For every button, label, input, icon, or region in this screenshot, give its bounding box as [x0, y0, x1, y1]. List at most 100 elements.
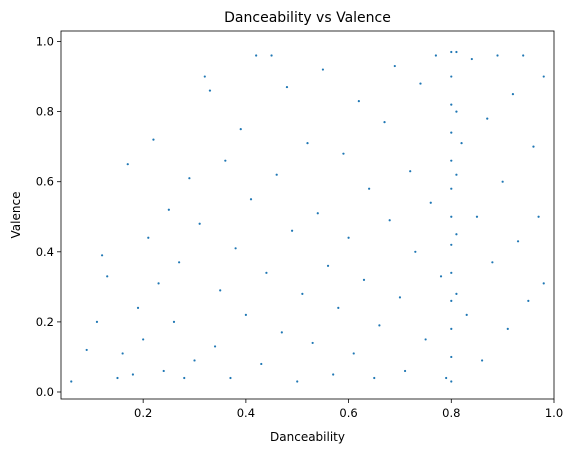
- data-point: [450, 243, 453, 246]
- data-point: [316, 212, 319, 215]
- data-point: [326, 264, 330, 267]
- y-tick-label: 0.4: [36, 245, 54, 259]
- chart-title: Danceability vs Valence: [224, 10, 391, 26]
- data-point: [455, 173, 458, 176]
- data-point: [275, 173, 278, 176]
- data-point: [450, 380, 453, 383]
- data-point: [126, 163, 129, 166]
- data-point: [455, 50, 458, 54]
- scatter-points: [70, 50, 545, 383]
- data-point: [285, 85, 289, 89]
- data-point: [203, 75, 206, 78]
- x-tick-label: 0.2: [134, 406, 152, 420]
- data-point: [450, 75, 453, 78]
- data-point: [403, 369, 407, 373]
- data-point: [116, 376, 119, 380]
- data-point: [301, 292, 304, 295]
- data-point: [445, 376, 448, 380]
- data-point: [450, 159, 453, 162]
- data-point: [183, 376, 186, 380]
- x-axis-label: Danceability: [270, 430, 345, 444]
- data-point: [198, 222, 201, 225]
- plot-area: [60, 30, 555, 400]
- data-point: [362, 278, 366, 281]
- data-point: [506, 327, 509, 330]
- data-point: [342, 152, 345, 155]
- data-point: [486, 117, 489, 120]
- data-point: [429, 201, 432, 204]
- data-point: [450, 131, 453, 134]
- y-axis-ticks: 0.0 0.2 0.4 0.6 0.8 1.0: [36, 35, 61, 399]
- data-point: [306, 142, 309, 145]
- data-point: [152, 138, 155, 141]
- x-axis-ticks: 0.2 0.4 0.6 0.8 1.0: [134, 399, 563, 420]
- x-tick-label: 0.4: [237, 406, 255, 420]
- data-point: [383, 121, 386, 124]
- data-point: [290, 229, 294, 232]
- data-point: [255, 54, 258, 57]
- data-point: [501, 180, 504, 183]
- x-tick-label: 1.0: [545, 406, 563, 420]
- y-tick-label: 1.0: [36, 35, 54, 49]
- data-point: [409, 170, 412, 173]
- data-point: [511, 92, 515, 96]
- data-point: [455, 292, 458, 295]
- data-point: [178, 261, 181, 264]
- data-point: [450, 215, 453, 218]
- data-point: [270, 54, 273, 57]
- data-point: [337, 306, 340, 309]
- data-point: [450, 187, 453, 190]
- data-point: [136, 306, 140, 309]
- data-point: [481, 359, 484, 362]
- data-point: [244, 313, 247, 316]
- data-point: [491, 261, 494, 264]
- data-point: [357, 100, 360, 103]
- data-point: [368, 187, 371, 190]
- data-point: [142, 338, 145, 341]
- data-point: [419, 82, 422, 85]
- data-point: [147, 236, 150, 239]
- data-point: [219, 289, 222, 292]
- data-point: [239, 128, 242, 131]
- data-point: [450, 103, 453, 106]
- data-point: [172, 320, 176, 323]
- y-tick-label: 0.0: [36, 385, 54, 399]
- data-point: [450, 327, 453, 330]
- data-point: [537, 215, 540, 218]
- data-point: [321, 68, 325, 71]
- data-point: [193, 359, 196, 362]
- plot-frame: [60, 30, 555, 400]
- data-point: [450, 271, 453, 274]
- data-point: [455, 233, 458, 236]
- y-tick-label: 0.2: [36, 315, 54, 329]
- data-point: [208, 89, 212, 92]
- data-point: [85, 348, 88, 352]
- data-point: [470, 57, 473, 61]
- y-axis-label: Valence: [9, 192, 23, 239]
- data-point: [450, 355, 453, 359]
- data-point: [167, 208, 170, 211]
- data-point: [393, 64, 396, 68]
- data-point: [213, 345, 217, 348]
- data-point: [522, 54, 525, 57]
- data-point: [106, 275, 109, 278]
- data-point: [475, 215, 479, 218]
- data-point: [424, 338, 427, 341]
- data-point: [70, 380, 73, 383]
- data-point: [496, 54, 499, 57]
- y-tick-label: 0.8: [36, 105, 54, 119]
- x-tick-label: 0.6: [339, 406, 357, 420]
- data-point: [131, 373, 134, 376]
- data-point: [532, 145, 535, 148]
- data-point: [450, 50, 453, 54]
- data-point: [347, 236, 350, 239]
- data-point: [450, 299, 453, 302]
- data-point: [516, 240, 520, 243]
- data-point: [460, 142, 463, 145]
- data-point: [100, 254, 104, 257]
- data-point: [465, 313, 468, 316]
- data-point: [388, 219, 391, 222]
- data-point: [439, 275, 443, 278]
- data-point: [95, 320, 99, 323]
